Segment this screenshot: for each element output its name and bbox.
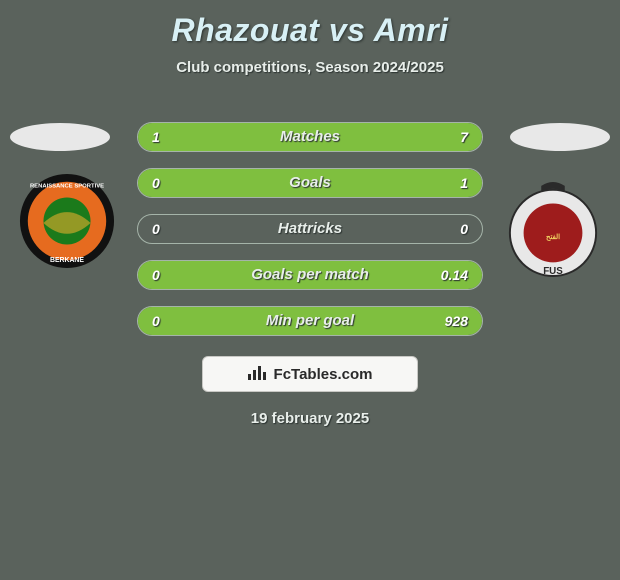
comparison-card: Rhazouat vs Amri Club competitions, Seas… <box>0 0 620 580</box>
stats-area: 17Matches 01Goals 00Hattricks 00.14Goals pe… <box>137 122 483 352</box>
branding-label: FcTables.com <box>274 366 373 383</box>
stat-label: Goals <box>138 169 482 198</box>
svg-text:BERKANE: BERKANE <box>50 257 84 264</box>
svg-text:الفتح: الفتح <box>546 233 560 241</box>
stat-row: 17Matches <box>137 122 483 152</box>
stat-label: Goals per match <box>138 261 482 290</box>
stat-row: 00.14Goals per match <box>137 260 483 290</box>
chart-icon <box>248 364 268 385</box>
club-badge-left: RENAISSANCE SPORTIVE BERKANE <box>18 172 116 270</box>
stat-row: 0928Min per goal <box>137 306 483 336</box>
comparison-date: 19 february 2025 <box>0 410 620 427</box>
player-avatar-right <box>510 123 610 151</box>
stat-row: 01Goals <box>137 168 483 198</box>
club-badge-right: الفتح FUS <box>504 180 602 278</box>
branding-badge[interactable]: FcTables.com <box>202 356 418 392</box>
svg-text:RENAISSANCE SPORTIVE: RENAISSANCE SPORTIVE <box>30 184 104 190</box>
club-badge-left-svg: RENAISSANCE SPORTIVE BERKANE <box>18 172 116 270</box>
stat-label: Hattricks <box>138 215 482 244</box>
subtitle: Club competitions, Season 2024/2025 <box>0 59 620 76</box>
player-avatar-left <box>10 123 110 151</box>
stat-label: Min per goal <box>138 307 482 336</box>
page-title: Rhazouat vs Amri <box>0 0 620 49</box>
club-badge-right-svg: الفتح FUS <box>504 180 602 278</box>
svg-text:FUS: FUS <box>543 266 563 277</box>
stat-label: Matches <box>138 123 482 152</box>
stat-row: 00Hattricks <box>137 214 483 244</box>
